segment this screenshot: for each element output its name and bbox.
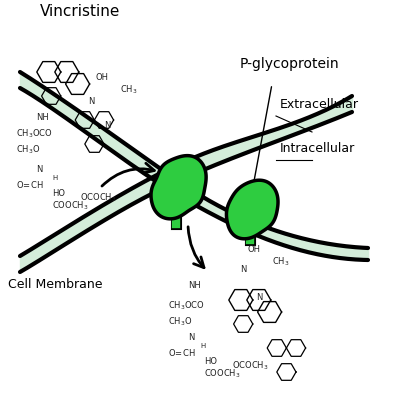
Text: COOCH$_3$: COOCH$_3$ [204, 367, 240, 380]
Text: Intracellular: Intracellular [280, 142, 355, 155]
Text: H: H [52, 175, 57, 181]
Text: N: N [36, 165, 42, 174]
Text: CH$_3$: CH$_3$ [272, 255, 290, 268]
Text: Vincristine: Vincristine [40, 4, 120, 19]
Text: HO: HO [52, 189, 65, 198]
Polygon shape [226, 180, 278, 239]
Text: CH$_3$: CH$_3$ [120, 83, 138, 96]
Text: N: N [88, 97, 94, 106]
Text: NH: NH [188, 281, 201, 290]
Text: H: H [200, 343, 205, 349]
Text: P-glycoprotein: P-glycoprotein [240, 57, 340, 71]
Polygon shape [151, 156, 206, 219]
Text: N: N [188, 333, 194, 342]
Text: OCOCH$_3$: OCOCH$_3$ [232, 359, 268, 372]
Text: CH$_3$OCO: CH$_3$OCO [16, 127, 53, 140]
Text: HO: HO [204, 357, 217, 366]
Text: N: N [104, 121, 110, 130]
Text: N: N [240, 265, 246, 274]
Text: COOCH$_3$: COOCH$_3$ [52, 199, 88, 212]
Text: $\mathrm{O\!=\!CH}$: $\mathrm{O\!=\!CH}$ [168, 347, 196, 358]
Text: OH: OH [96, 73, 109, 82]
Text: OH: OH [248, 245, 261, 254]
Text: N: N [256, 293, 262, 302]
Text: Extracellular: Extracellular [280, 98, 359, 111]
Text: Cell Membrane: Cell Membrane [8, 278, 102, 291]
Text: $\mathrm{O\!=\!CH}$: $\mathrm{O\!=\!CH}$ [16, 179, 44, 190]
Text: CH$_3$O: CH$_3$O [16, 143, 40, 156]
Text: CH$_3$O: CH$_3$O [168, 315, 192, 328]
Text: CH$_3$OCO: CH$_3$OCO [168, 299, 205, 312]
Text: OCOCH$_3$: OCOCH$_3$ [80, 191, 116, 204]
Text: NH: NH [36, 113, 49, 122]
